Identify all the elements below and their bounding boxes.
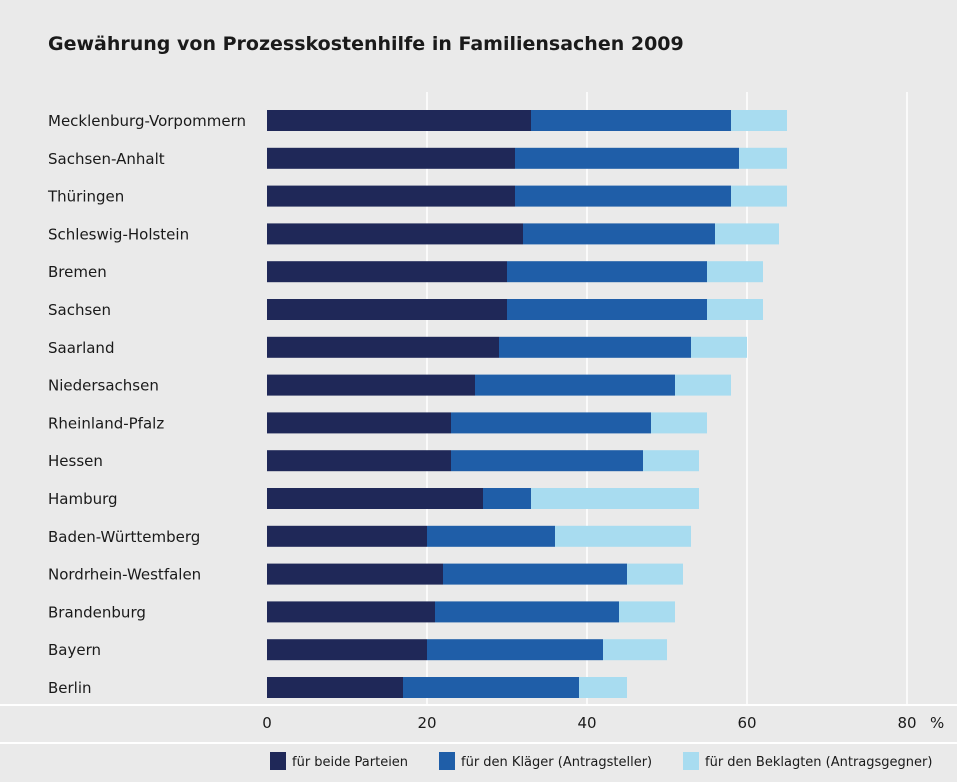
bar-segment	[267, 223, 523, 245]
legend-swatch	[439, 752, 455, 770]
bar-segment	[707, 299, 763, 320]
bar-segment	[267, 525, 427, 547]
bar-segment	[603, 639, 667, 661]
legend-label: für den Beklagten (Antragsgegner)	[705, 755, 932, 770]
bar-segment	[619, 601, 675, 623]
bar-segment	[267, 450, 451, 472]
bar-segment	[435, 601, 619, 623]
bar-segment	[739, 147, 787, 169]
bar-segment	[707, 261, 763, 283]
category-label: Brandenburg	[48, 603, 146, 621]
legend: für beide Parteien für den Kläger (Antrag…	[270, 752, 932, 770]
bar-segment	[555, 525, 691, 547]
bar-segment	[499, 336, 691, 358]
category-label: Mecklenburg-Vorpommern	[48, 112, 246, 130]
legend-label: für den Kläger (Antragsteller)	[461, 755, 652, 770]
category-label: Niedersachsen	[48, 377, 159, 395]
bar-segment	[507, 261, 707, 283]
bar-segment	[475, 374, 675, 396]
bar-segment	[731, 110, 787, 131]
category-label: Rheinland-Pfalz	[48, 414, 164, 432]
bar-segment	[507, 299, 707, 320]
bar-segment	[267, 336, 499, 358]
x-tick-label: 80	[897, 714, 916, 732]
category-label: Sachsen-Anhalt	[48, 150, 165, 168]
category-label: Bayern	[48, 641, 101, 659]
bar-segment	[451, 450, 643, 472]
bar-segment	[267, 639, 427, 661]
bar-segment	[267, 299, 507, 320]
bar-segment	[531, 488, 699, 509]
bar-segment	[427, 639, 603, 661]
bar-segment	[483, 488, 531, 509]
legend-label: für beide Parteien	[292, 755, 408, 770]
bar-segment	[267, 412, 451, 434]
category-label: Hamburg	[48, 490, 118, 508]
bar-segment	[515, 147, 739, 169]
legend-swatch	[270, 752, 286, 770]
x-tick-label: 40	[577, 714, 596, 732]
bar-segment	[523, 223, 715, 245]
category-label: Nordrhein-Westfalen	[48, 566, 201, 584]
category-label: Hessen	[48, 452, 103, 470]
category-label: Bremen	[48, 263, 107, 281]
bar-segment	[267, 374, 475, 396]
bar-segment	[515, 185, 731, 207]
bar-segment	[651, 412, 707, 434]
bar-segment	[267, 601, 435, 623]
legend-swatch	[683, 752, 699, 770]
x-tick-label: 0	[262, 714, 272, 732]
category-labels: Mecklenburg-Vorpommern Sachsen-Anhalt Thür…	[47, 112, 246, 697]
chart-title: Gewährung von Prozesskostenhilfe in Fami…	[48, 33, 684, 55]
category-label: Sachsen	[48, 301, 111, 319]
category-label: Schleswig-Holstein	[48, 225, 189, 243]
bar-segment	[403, 677, 579, 698]
bar-segment	[267, 185, 515, 207]
bar-segment	[691, 336, 747, 358]
bar-segment	[427, 525, 555, 547]
bar-segment	[267, 147, 515, 169]
bar-segment	[643, 450, 699, 472]
category-label: Baden-Württemberg	[48, 528, 200, 546]
bar-segment	[715, 223, 779, 245]
category-label: Thüringen	[47, 188, 124, 206]
bar-segment	[443, 563, 627, 585]
bar-segment	[731, 185, 787, 207]
x-tick-label: 60	[737, 714, 756, 732]
bar-segment	[267, 563, 443, 585]
x-axis-unit-label: %	[930, 714, 944, 732]
category-label: Saarland	[48, 339, 114, 357]
bar-segment	[267, 110, 531, 131]
bar-segment	[451, 412, 651, 434]
x-tick-label: 20	[417, 714, 436, 732]
x-axis: 0 20 40 60 80	[262, 714, 916, 732]
bar-segment	[267, 488, 483, 509]
category-label: Berlin	[48, 679, 92, 697]
bar-segment	[627, 563, 683, 585]
bar-segment	[267, 261, 507, 283]
bar-segment	[267, 677, 403, 698]
bar-segment	[579, 677, 627, 698]
bar-segment	[675, 374, 731, 396]
bar-segment	[531, 110, 731, 131]
bars	[267, 110, 787, 698]
